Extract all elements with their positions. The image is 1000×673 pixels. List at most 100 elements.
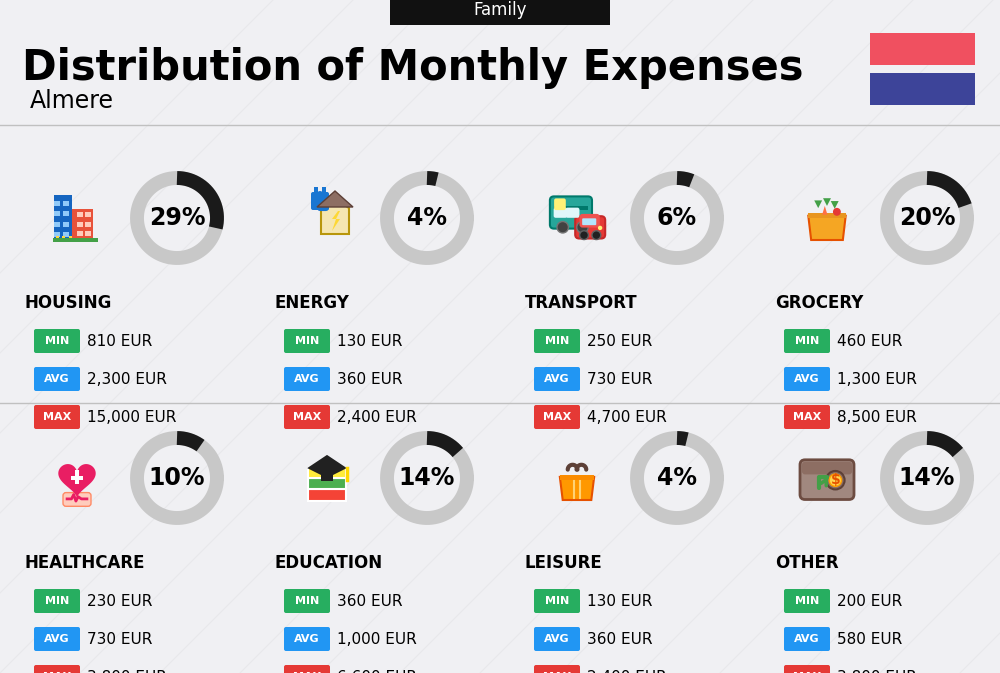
Circle shape [829, 474, 842, 487]
FancyBboxPatch shape [284, 405, 330, 429]
Polygon shape [321, 196, 349, 234]
FancyBboxPatch shape [34, 589, 80, 613]
FancyBboxPatch shape [62, 236, 65, 242]
Text: Almere: Almere [30, 89, 114, 113]
FancyBboxPatch shape [56, 236, 59, 242]
Text: 2,400 EUR: 2,400 EUR [337, 409, 417, 425]
Text: MIN: MIN [545, 336, 569, 346]
Text: 4,700 EUR: 4,700 EUR [587, 409, 667, 425]
FancyBboxPatch shape [308, 478, 346, 489]
Text: AVG: AVG [794, 374, 820, 384]
FancyBboxPatch shape [71, 476, 83, 480]
Text: AVG: AVG [44, 634, 70, 644]
Text: 360 EUR: 360 EUR [337, 594, 402, 608]
FancyBboxPatch shape [550, 197, 592, 229]
FancyBboxPatch shape [284, 367, 330, 391]
FancyBboxPatch shape [63, 232, 69, 237]
Circle shape [826, 471, 845, 489]
Text: MAX: MAX [793, 412, 821, 422]
Text: ENERGY: ENERGY [275, 294, 350, 312]
FancyBboxPatch shape [808, 213, 846, 218]
FancyBboxPatch shape [534, 627, 580, 651]
Text: MIN: MIN [45, 336, 69, 346]
Text: MIN: MIN [295, 596, 319, 606]
FancyBboxPatch shape [69, 236, 72, 242]
FancyBboxPatch shape [34, 405, 80, 429]
Text: AVG: AVG [544, 634, 570, 644]
Text: MAX: MAX [793, 672, 821, 673]
Text: 4%: 4% [407, 206, 447, 230]
Text: 230 EUR: 230 EUR [87, 594, 152, 608]
FancyBboxPatch shape [77, 222, 82, 227]
Text: 250 EUR: 250 EUR [587, 334, 652, 349]
Text: MAX: MAX [293, 412, 321, 422]
Text: 460 EUR: 460 EUR [837, 334, 902, 349]
Text: 2,400 EUR: 2,400 EUR [587, 670, 667, 673]
FancyBboxPatch shape [534, 329, 580, 353]
Text: AVG: AVG [294, 374, 320, 384]
Text: 15,000 EUR: 15,000 EUR [87, 409, 176, 425]
FancyBboxPatch shape [284, 627, 330, 651]
Text: MAX: MAX [543, 412, 571, 422]
FancyBboxPatch shape [575, 216, 605, 238]
FancyBboxPatch shape [75, 470, 79, 483]
FancyBboxPatch shape [321, 472, 333, 481]
Text: 580 EUR: 580 EUR [837, 631, 902, 647]
FancyBboxPatch shape [72, 209, 93, 242]
FancyBboxPatch shape [284, 329, 330, 353]
Circle shape [580, 231, 588, 240]
Text: 360 EUR: 360 EUR [587, 631, 652, 647]
Text: EDUCATION: EDUCATION [275, 554, 383, 572]
Text: 810 EUR: 810 EUR [87, 334, 152, 349]
FancyBboxPatch shape [802, 462, 852, 474]
Text: 4%: 4% [657, 466, 697, 490]
FancyBboxPatch shape [54, 232, 60, 237]
Text: 2,300 EUR: 2,300 EUR [87, 371, 167, 386]
Text: 3,800 EUR: 3,800 EUR [87, 670, 167, 673]
FancyBboxPatch shape [784, 627, 830, 651]
Polygon shape [823, 199, 831, 206]
FancyBboxPatch shape [566, 208, 579, 218]
FancyBboxPatch shape [784, 589, 830, 613]
Text: 14%: 14% [899, 466, 955, 490]
FancyBboxPatch shape [534, 589, 580, 613]
FancyBboxPatch shape [63, 211, 69, 216]
Text: 130 EUR: 130 EUR [587, 594, 652, 608]
FancyBboxPatch shape [784, 329, 830, 353]
Text: $: $ [830, 473, 840, 487]
Text: AVG: AVG [544, 374, 570, 384]
FancyBboxPatch shape [54, 222, 60, 227]
Polygon shape [822, 206, 827, 215]
FancyBboxPatch shape [870, 73, 975, 105]
FancyBboxPatch shape [54, 201, 60, 207]
Text: OTHER: OTHER [775, 554, 839, 572]
FancyBboxPatch shape [322, 187, 326, 194]
FancyBboxPatch shape [85, 212, 91, 217]
FancyBboxPatch shape [54, 195, 72, 242]
Circle shape [833, 208, 841, 216]
Circle shape [598, 225, 602, 230]
FancyBboxPatch shape [560, 475, 594, 480]
FancyBboxPatch shape [63, 493, 91, 506]
Polygon shape [831, 201, 839, 209]
FancyBboxPatch shape [308, 489, 346, 501]
FancyBboxPatch shape [284, 665, 330, 673]
Polygon shape [808, 216, 846, 240]
Polygon shape [814, 201, 822, 208]
FancyBboxPatch shape [390, 0, 610, 25]
Text: 8,500 EUR: 8,500 EUR [837, 409, 917, 425]
Text: TRANSPORT: TRANSPORT [525, 294, 638, 312]
Text: MAX: MAX [43, 412, 71, 422]
FancyBboxPatch shape [554, 207, 588, 210]
FancyBboxPatch shape [34, 627, 80, 651]
FancyBboxPatch shape [85, 232, 91, 236]
FancyBboxPatch shape [34, 329, 80, 353]
FancyBboxPatch shape [554, 208, 567, 218]
FancyBboxPatch shape [580, 214, 600, 227]
FancyBboxPatch shape [63, 201, 69, 207]
Text: MAX: MAX [293, 672, 321, 673]
Text: 730 EUR: 730 EUR [87, 631, 152, 647]
Text: AVG: AVG [794, 634, 820, 644]
Text: 10%: 10% [149, 466, 205, 490]
FancyBboxPatch shape [77, 232, 82, 236]
